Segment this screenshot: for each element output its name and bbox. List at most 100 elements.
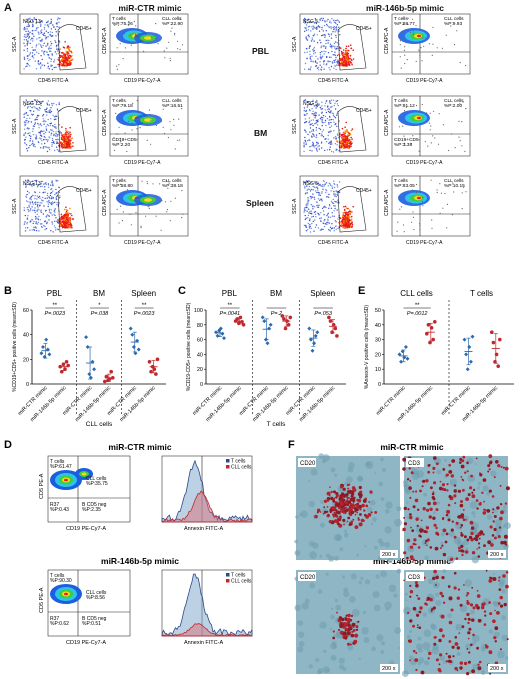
event-dot: [27, 106, 29, 108]
tissue-texture: [297, 620, 304, 626]
event-dot: [342, 144, 345, 146]
event-dot: [41, 101, 43, 103]
stained-cell: [466, 461, 469, 465]
event-dot: [305, 143, 307, 146]
event-dot: [139, 127, 141, 129]
event-dot: [26, 147, 28, 150]
stained-cell: [476, 646, 479, 650]
event-dot: [127, 189, 129, 191]
event-dot: [55, 138, 57, 141]
stained-cell: [454, 666, 458, 671]
event-dot: [312, 144, 314, 146]
mir-point: [283, 326, 288, 331]
event-dot: [333, 210, 335, 212]
event-dot: [309, 69, 311, 71]
event-dot: [41, 180, 43, 183]
event-dot: [308, 68, 310, 70]
stained-cell: [409, 590, 414, 594]
stained-cell: [488, 579, 493, 583]
quadrant-tl-pct: %P:58.80: [112, 183, 133, 189]
event-dot: [333, 28, 335, 30]
event-dot: [45, 129, 48, 131]
event-dot: [328, 122, 330, 124]
event-dot: [29, 31, 31, 33]
event-dot: [56, 19, 59, 21]
axis-label-annexin: Annexin FITC-A: [184, 640, 223, 646]
quadrant-tr-name: CLL cells: [162, 16, 182, 22]
event-dot: [321, 191, 323, 193]
event-dot: [29, 42, 31, 45]
stained-cell: [354, 504, 357, 506]
event-dot: [347, 134, 349, 136]
event-dot: [66, 217, 68, 220]
event-dot: [65, 209, 68, 211]
event-dot: [43, 133, 45, 135]
event-dot: [346, 146, 349, 148]
event-dot: [334, 108, 337, 110]
event-dot: [32, 133, 35, 136]
histogram-cll-cells: [161, 490, 253, 523]
event-dot: [31, 37, 33, 39]
stained-cell: [470, 526, 475, 530]
event-dot: [438, 113, 440, 115]
event-dot: [51, 196, 53, 198]
event-dot: [50, 197, 53, 200]
event-dot: [70, 51, 72, 53]
stained-cell: [403, 506, 407, 511]
stained-cell: [345, 614, 348, 617]
stained-cell: [466, 470, 469, 473]
event-dot: [308, 188, 310, 191]
event-dot: [44, 182, 47, 184]
event-dot: [51, 54, 54, 56]
event-dot: [319, 117, 322, 120]
stained-cell: [498, 576, 501, 579]
event-dot: [324, 105, 326, 107]
event-dot: [313, 40, 315, 42]
event-dot: [313, 53, 315, 55]
stained-cell: [496, 611, 500, 615]
event-dot: [40, 183, 43, 185]
event-dot: [314, 226, 317, 228]
event-dot: [66, 219, 69, 221]
stained-cell: [447, 585, 451, 588]
stained-cell: [365, 504, 369, 508]
event-dot: [52, 231, 54, 233]
event-dot: [56, 22, 58, 24]
stained-cell: [484, 614, 487, 617]
event-dot: [36, 118, 38, 121]
event-dot: [333, 193, 335, 196]
tissue-texture: [346, 476, 353, 483]
event-dot: [331, 227, 334, 229]
stained-cell: [459, 661, 463, 665]
mir-point: [241, 323, 246, 327]
event-dot: [64, 143, 66, 145]
sig-stars: **: [142, 303, 147, 309]
event-dot: [308, 227, 311, 229]
tissue-texture: [387, 557, 393, 563]
event-dot: [341, 220, 343, 222]
stained-cell: [462, 455, 466, 459]
mir-point: [433, 320, 437, 324]
event-dot: [345, 121, 348, 124]
stained-cell: [432, 491, 435, 494]
event-dot: [348, 64, 351, 67]
axis-label-cd5: CD5 APC-A: [384, 27, 390, 54]
event-dot: [68, 137, 70, 139]
event-dot: [35, 134, 37, 136]
event-dot: [62, 217, 64, 219]
event-dot: [326, 213, 329, 216]
event-dot: [320, 217, 323, 219]
event-dot: [310, 66, 312, 68]
quadrant-bl-name: R37: [50, 616, 59, 622]
event-dot: [403, 49, 406, 51]
event-dot: [307, 26, 310, 28]
event-dot: [428, 122, 431, 124]
event-dot: [321, 105, 323, 107]
event-dot: [323, 34, 325, 36]
stained-cell: [429, 546, 433, 549]
stained-cell: [430, 608, 434, 611]
event-dot: [345, 63, 347, 65]
tissue-texture: [344, 529, 347, 533]
stained-cell: [425, 603, 428, 606]
